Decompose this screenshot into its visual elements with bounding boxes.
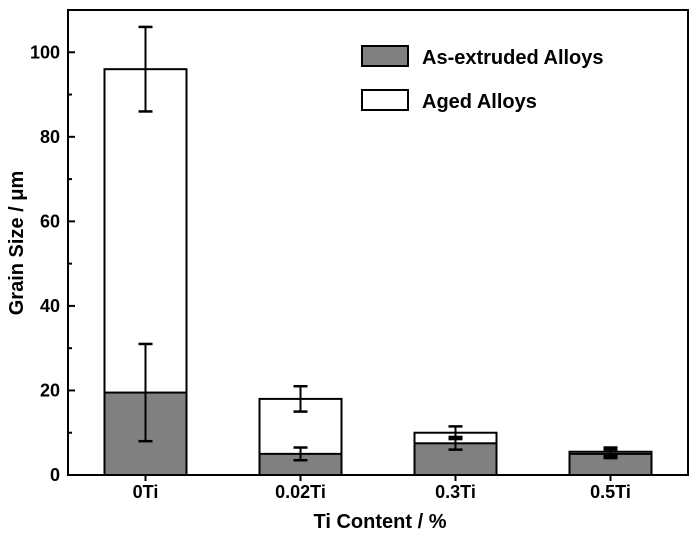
y-tick-label: 60 [40,211,60,231]
y-tick-label: 100 [30,42,60,62]
legend-swatch-as-extruded [361,45,409,67]
error-bar-aged-0.5Ti [603,446,618,458]
y-axis-title: Grain Size / μm [6,171,28,316]
legend: As-extruded Alloys Aged Alloys [361,45,604,113]
y-tick-label: 20 [40,380,60,400]
error-bar-as-extruded-0.02Ti [293,446,308,462]
y-tick-label: 80 [40,127,60,147]
y-tick-label: 40 [40,296,60,316]
bars-layer [103,68,653,477]
x-tick-label-0.3Ti: 0.3Ti [435,482,476,502]
error-bar-aged-0.02Ti [293,384,308,413]
legend-label-aged: Aged Alloys [422,91,537,113]
y-tick-label: 0 [50,465,60,485]
axes-layer: 0 20 40 60 80 100 0Ti 0.02Ti 0.3Ti 0.5Ti [30,42,631,502]
error-bar-as-extruded-0Ti [138,342,153,443]
error-bar-aged-0Ti [138,25,153,113]
x-axis-title: Ti Content / % [314,511,447,533]
plot-frame [67,9,689,476]
x-tick-label-0.02Ti: 0.02Ti [275,482,326,502]
x-tick-label-0.5Ti: 0.5Ti [590,482,631,502]
error-bar-aged-0.3Ti [448,425,463,441]
error-bars-layer [138,25,618,462]
legend-label-as-extruded: As-extruded Alloys [422,47,604,69]
x-tick-label-0Ti: 0Ti [133,482,159,502]
legend-swatch-aged [361,89,409,111]
